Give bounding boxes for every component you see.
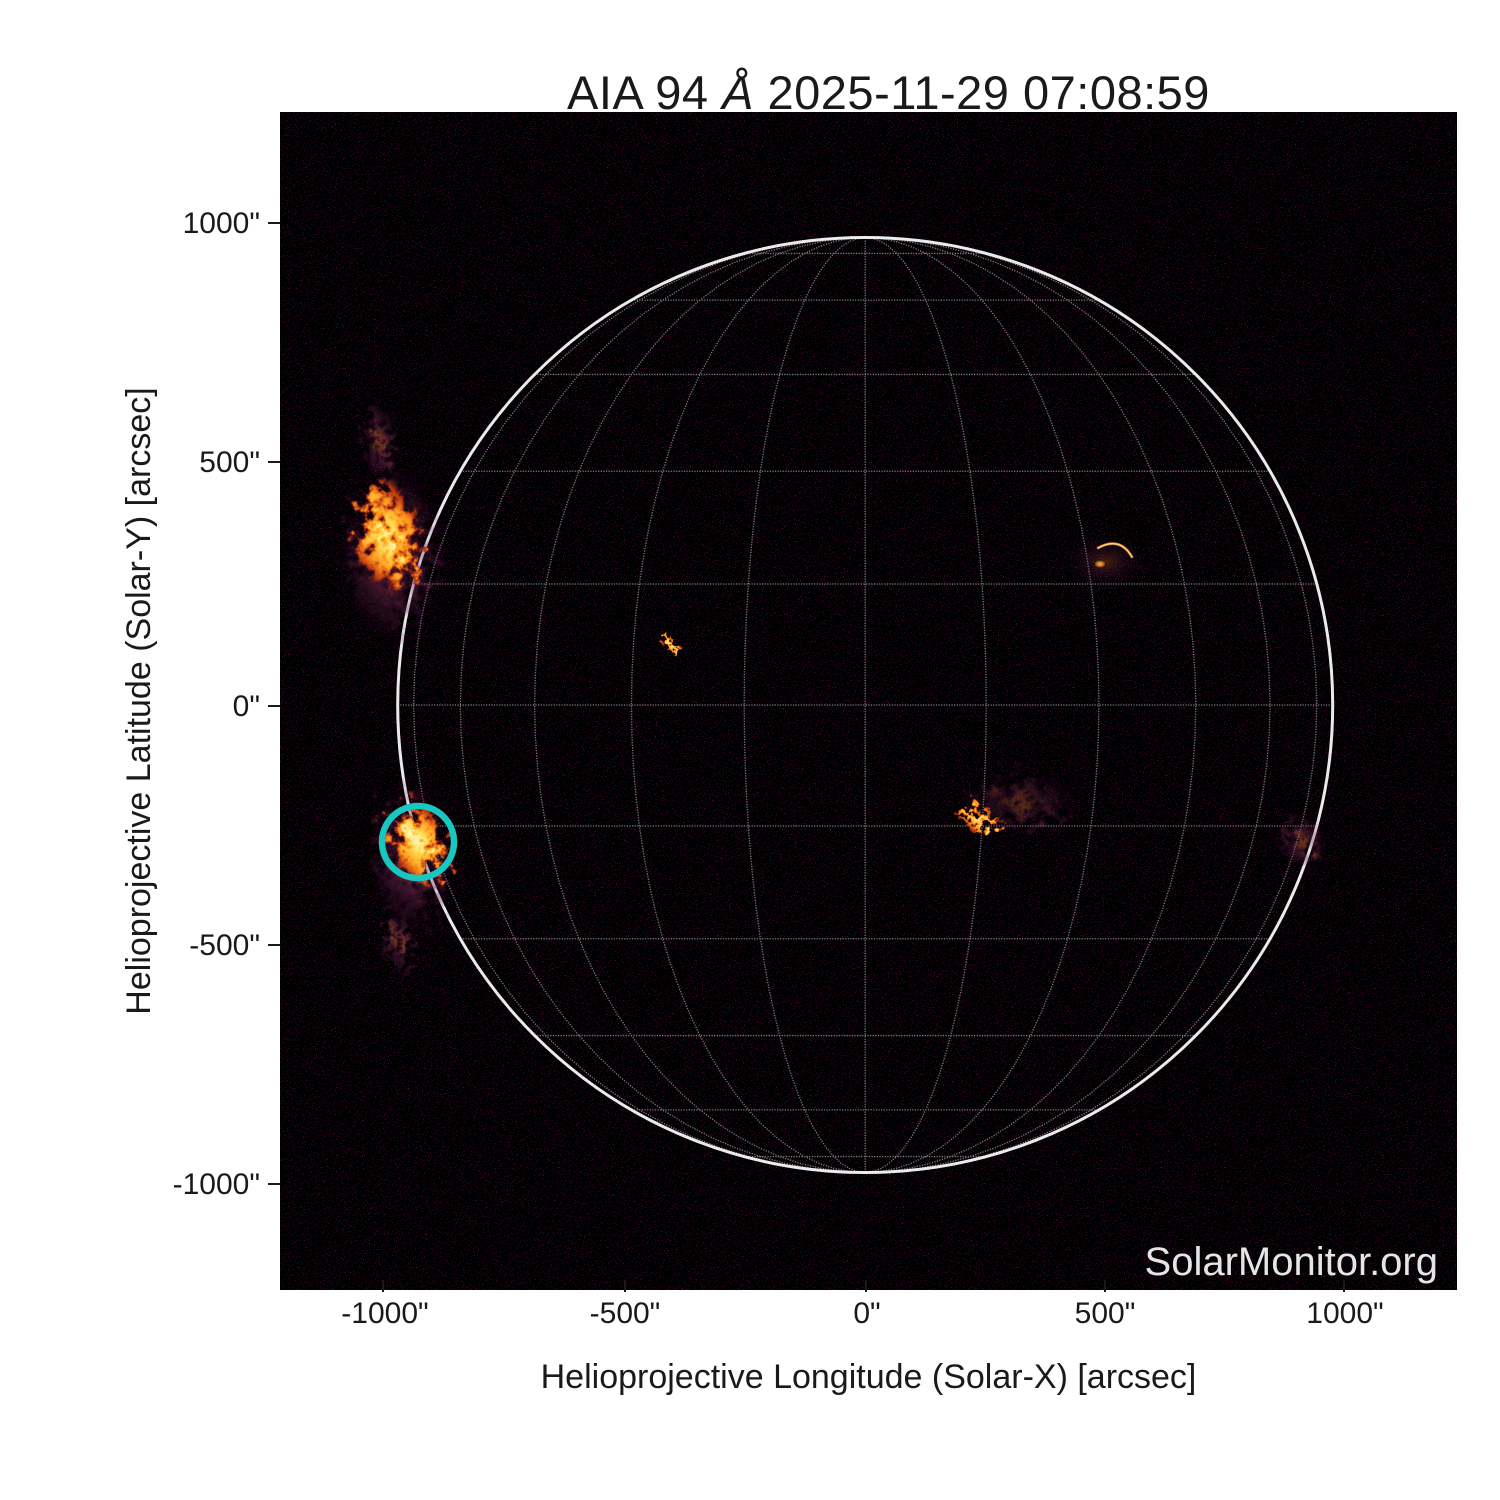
svg-text:SolarMonitor.org: SolarMonitor.org [1145,1240,1438,1284]
